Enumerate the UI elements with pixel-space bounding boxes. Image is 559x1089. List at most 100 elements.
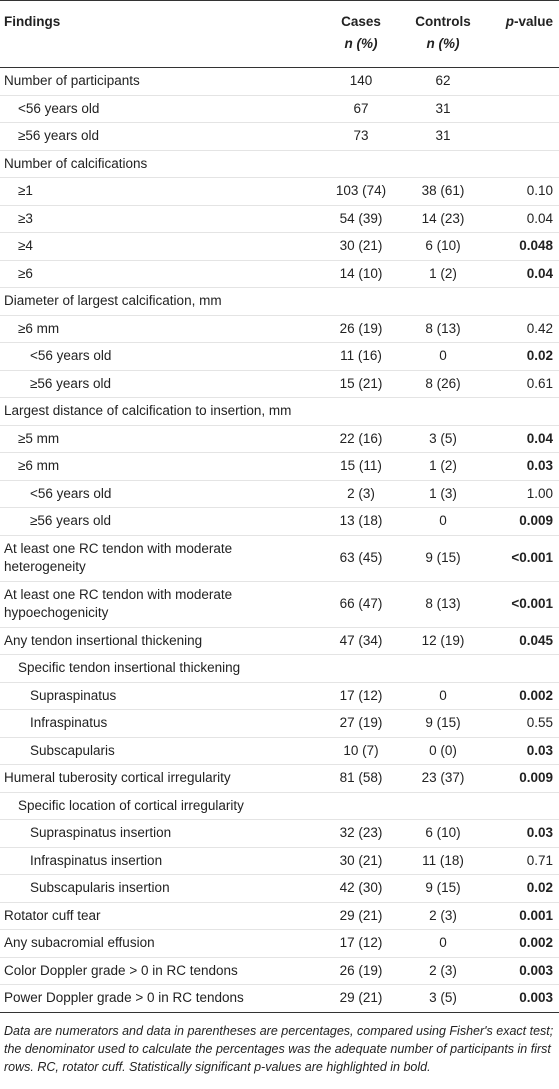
table-row: Specific tendon insertional thickening (0, 654, 559, 683)
table-row: Any subacromial effusion 17 (12) 0 0.002 (0, 929, 559, 958)
p-value-cell: 0.045 (480, 627, 559, 655)
table-row: ≥56 years old 73 31 (0, 122, 559, 151)
table-row: ≥6 14 (10) 1 (2) 0.04 (0, 260, 559, 288)
header-p: p-value (505, 14, 553, 29)
finding-label: <56 years old (0, 342, 316, 371)
cases-cell: 47 (34) (316, 627, 406, 655)
table-row: ≥6 mm 15 (11) 1 (2) 0.03 (0, 452, 559, 481)
p-value-cell: 0.42 (480, 315, 559, 343)
header-cell: p-value (480, 0, 559, 68)
finding-label: <56 years old (0, 95, 316, 123)
controls-cell: 1 (2) (406, 452, 480, 481)
table-row: Diameter of largest calcification, mm (0, 287, 559, 316)
cases-cell: 32 (23) (316, 819, 406, 848)
table-row: Supraspinatus 17 (12) 0 0.002 (0, 682, 559, 710)
controls-cell: 8 (26) (406, 370, 480, 398)
finding-label: ≥4 (0, 232, 316, 261)
controls-cell: 2 (3) (406, 902, 480, 930)
empty-cell (480, 397, 559, 426)
p-value-cell: 0.04 (480, 205, 559, 233)
controls-cell: 3 (5) (429, 990, 457, 1005)
controls-cell: 9 (15) (406, 709, 480, 738)
controls-cell: 38 (61) (406, 177, 480, 206)
table-row: ≥4 30 (21) 6 (10) 0.048 (0, 232, 559, 261)
controls-cell: 12 (19) (406, 627, 480, 655)
header-row: Findings Cases n (%) Controls n (%) p-valu… (0, 0, 559, 68)
cases-cell: 26 (19) (316, 315, 406, 343)
finding-label: Subscapularis insertion (0, 874, 316, 903)
p-value-cell: 0.003 (519, 990, 553, 1005)
cases-cell: 10 (7) (316, 737, 406, 765)
controls-cell: 0 (406, 682, 480, 710)
table-row: ≥56 years old 13 (18) 0 0.009 (0, 507, 559, 536)
controls-cell: 1 (2) (406, 260, 480, 288)
cases-cell: 29 (21) (339, 990, 383, 1005)
controls-cell: 8 (13) (406, 581, 480, 628)
empty-cell (406, 792, 480, 820)
cases-cell: 30 (21) (316, 847, 406, 875)
finding-label: Diameter of largest calcification, mm (0, 287, 316, 316)
empty-cell (406, 150, 480, 178)
empty-cell (480, 654, 559, 683)
p-value-cell: 0.71 (480, 847, 559, 875)
controls-cell: 14 (23) (406, 205, 480, 233)
finding-label: ≥56 years old (0, 122, 316, 151)
controls-cell: 62 (406, 67, 480, 96)
finding-label: ≥5 mm (0, 425, 316, 453)
controls-cell: 3 (5) (406, 425, 480, 453)
p-value-cell: 0.002 (480, 682, 559, 710)
header-cases: Cases (341, 14, 381, 29)
table-row: At least one RC tendon with moderate het… (0, 535, 559, 582)
finding-label: Specific location of cortical irregulari… (0, 792, 316, 820)
cases-cell: 63 (45) (316, 535, 406, 582)
p-value-cell: 0.02 (480, 342, 559, 371)
table-row: Subscapularis 10 (7) 0 (0) 0.03 (0, 737, 559, 765)
cases-cell: 30 (21) (316, 232, 406, 261)
header-unit: n (%) (426, 36, 460, 51)
finding-label: Any tendon insertional thickening (0, 627, 316, 655)
table-row: Largest distance of calcification to ins… (0, 397, 559, 426)
finding-label: Rotator cuff tear (0, 902, 316, 930)
finding-label: ≥1 (0, 177, 316, 206)
table-row: Specific location of cortical irregulari… (0, 792, 559, 820)
table-row: Rotator cuff tear 29 (21) 2 (3) 0.001 (0, 902, 559, 930)
header-cell: Findings (0, 0, 316, 68)
controls-cell: 9 (15) (406, 874, 480, 903)
controls-cell: 0 (406, 342, 480, 371)
header-findings: Findings (4, 14, 61, 29)
controls-cell: 8 (13) (406, 315, 480, 343)
table-row: ≥5 mm 22 (16) 3 (5) 0.04 (0, 425, 559, 453)
table-header: Findings Cases n (%) Controls n (%) p-valu… (0, 0, 559, 68)
p-value-cell: 0.04 (480, 260, 559, 288)
empty-cell (316, 150, 406, 178)
table-row: <56 years old 67 31 (0, 95, 559, 123)
header-unit: n (%) (344, 36, 378, 51)
cases-cell: 29 (21) (316, 902, 406, 930)
finding-label: ≥56 years old (0, 370, 316, 398)
cases-cell: 17 (12) (316, 929, 406, 958)
cases-cell: 42 (30) (316, 874, 406, 903)
cases-cell: 17 (12) (316, 682, 406, 710)
table-row: ≥6 mm 26 (19) 8 (13) 0.42 (0, 315, 559, 343)
table-row: Number of calcifications (0, 150, 559, 178)
finding-label: Infraspinatus insertion (0, 847, 316, 875)
table-row: Subscapularis insertion 42 (30) 9 (15) 0.02 (0, 874, 559, 903)
finding-label: Number of participants (0, 67, 316, 96)
table-row: At least one RC tendon with moderate hyp… (0, 581, 559, 628)
finding-label: Largest distance of calcification to ins… (0, 397, 316, 426)
controls-cell: 6 (10) (406, 232, 480, 261)
cases-cell: 67 (316, 95, 406, 123)
controls-cell: 0 (406, 507, 480, 536)
finding-label: Subscapularis (0, 737, 316, 765)
table-row: Color Doppler grade > 0 in RC tendons 26 … (0, 957, 559, 985)
p-value-cell: 0.03 (480, 819, 559, 848)
empty-cell (480, 67, 559, 96)
finding-label: Color Doppler grade > 0 in RC tendons (0, 957, 316, 985)
table-row: ≥3 54 (39) 14 (23) 0.04 (0, 205, 559, 233)
p-value-cell: 1.00 (480, 480, 559, 508)
empty-cell (480, 287, 559, 316)
finding-label: At least one RC tendon with moderate hyp… (0, 581, 316, 628)
p-value-cell: 0.03 (480, 452, 559, 481)
cases-cell: 11 (16) (316, 342, 406, 371)
